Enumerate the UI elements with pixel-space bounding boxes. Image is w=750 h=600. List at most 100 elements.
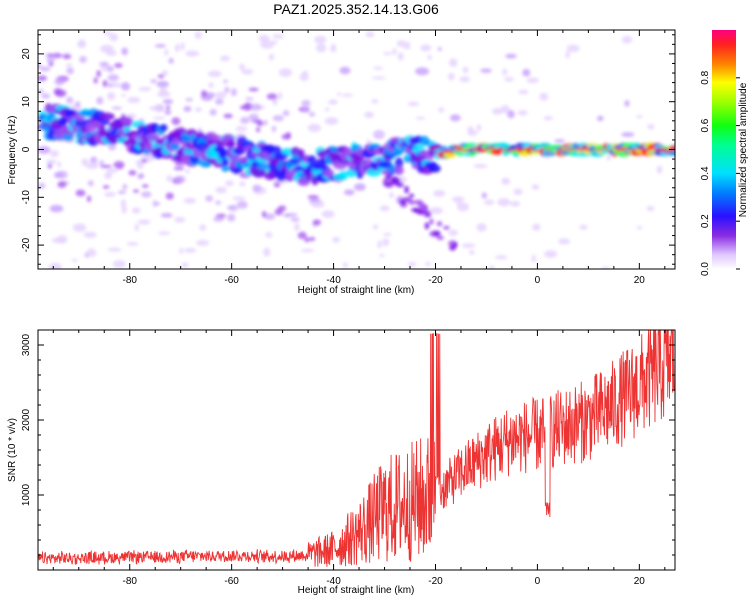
spectrogram-speckle <box>156 80 169 88</box>
spectrogram-y-tick-label: 20 <box>21 48 32 60</box>
spectrogram-speckle <box>504 77 514 82</box>
spectrogram-speckle <box>134 223 139 232</box>
spectrogram-speckle <box>264 213 276 220</box>
spectrogram-speckle <box>377 240 382 249</box>
spectrogram-speckle <box>539 92 549 101</box>
spectrogram-speckle <box>392 47 397 55</box>
spectrogram-speckle <box>248 113 259 121</box>
spectrogram-speckle <box>75 189 86 197</box>
spectrogram-speckle <box>47 53 53 58</box>
spectrogram-speckle <box>308 236 316 242</box>
snr-y-ticks: 1000 2000 3000 <box>21 329 675 571</box>
spectrogram-speckle <box>429 218 434 225</box>
spectrogram-speckle <box>223 79 228 84</box>
spectrogram-speckle <box>117 190 127 195</box>
spectrogram-speckle <box>313 219 322 226</box>
spectrogram-speckle <box>308 198 321 203</box>
colorbar-tick-label: 0.4 <box>700 166 711 180</box>
spectrogram-speckle <box>300 248 314 253</box>
spectrogram-speckle <box>38 146 51 154</box>
spectrogram-speckle <box>79 55 87 64</box>
spectrogram-speckle <box>484 199 495 205</box>
spectrogram-speckle <box>137 174 144 179</box>
spectrogram-speckle <box>161 70 168 76</box>
spectrogram-speckle <box>330 43 337 53</box>
snr-panel: -80 -60 -40 -20 0 20 1000 2000 3000 Height of s… <box>7 329 676 596</box>
spectrogram-speckle <box>579 224 588 230</box>
spectrogram-speckle <box>122 183 128 190</box>
spectrogram-y-ticks: -20 -10 0 10 20 <box>21 34 675 265</box>
spectrogram-speckle <box>71 258 78 263</box>
spectrogram-speckle <box>297 231 307 240</box>
spectrogram-speckle <box>99 61 109 67</box>
spectrogram-speckle <box>181 262 189 268</box>
spectrogram-x-ticks: -80 -60 -40 -20 0 20 <box>52 30 666 286</box>
spectrogram-speckle <box>429 207 443 215</box>
snr-y-tick-label: 3000 <box>21 333 32 356</box>
spectrogram-speckle <box>461 243 476 248</box>
spectrogram-speckle <box>103 31 112 36</box>
spectrogram-speckle <box>128 170 137 176</box>
spectrogram-speckle <box>96 70 102 78</box>
spectrogram-speckle <box>57 161 62 168</box>
spectrogram-y-tick-label: 0 <box>21 146 32 152</box>
spectrogram-speckle <box>194 31 202 39</box>
spectrogram-speckle <box>256 126 261 133</box>
spectrogram-y-tick-label: -20 <box>21 237 32 252</box>
spectrogram-speckle <box>174 160 186 166</box>
spectrogram-speckle <box>199 224 207 231</box>
spectrogram-speckle <box>87 180 94 187</box>
colorbar: 0.0 0.2 0.4 0.6 0.8 Normalized spectral ampl… <box>700 30 749 276</box>
spectrogram-speckle <box>324 107 330 112</box>
spectrogram-speckle <box>404 185 410 194</box>
spectrogram-ridge-cell <box>319 157 328 166</box>
spectrogram-speckle <box>236 200 248 209</box>
spectrogram-speckle <box>274 183 281 187</box>
spectrogram-speckle <box>532 223 541 231</box>
spectrogram-speckle <box>425 261 431 266</box>
spectrogram-speckle <box>140 159 148 163</box>
spectrogram-speckle <box>281 133 291 140</box>
colorbar-tick-label: 0.8 <box>700 70 711 84</box>
spectrogram-speckle <box>263 247 271 257</box>
spectrogram-speckle <box>152 202 161 206</box>
spectrogram-speckle <box>647 123 655 130</box>
spectrogram-speckle <box>314 35 327 44</box>
spectrogram-speckle <box>51 52 63 59</box>
spectrogram-speckle <box>179 247 184 255</box>
spectrogram-speckle <box>160 213 173 218</box>
spectrogram-speckle <box>183 197 197 204</box>
spectrogram-speckle <box>227 213 236 222</box>
spectrogram-speckle <box>636 225 643 230</box>
spectrogram-ridge-cell <box>221 164 230 172</box>
spectrogram-speckle <box>110 82 122 88</box>
spectrogram-speckle <box>407 261 417 267</box>
spectrogram-ridge-cell <box>394 157 404 168</box>
spectrogram-speckle <box>48 262 62 269</box>
spectrogram-speckle <box>379 253 385 258</box>
spectrogram-speckle <box>415 116 426 120</box>
spectrogram-speckle <box>462 66 469 74</box>
spectrogram-speckle <box>513 188 523 196</box>
spectrogram-speckle <box>544 250 558 258</box>
spectrogram-speckle <box>451 196 465 203</box>
spectrogram-speckle <box>137 219 151 225</box>
spectrogram-speckle <box>278 68 293 77</box>
spectrogram-speckle <box>396 40 407 47</box>
spectrogram-speckle <box>239 63 245 70</box>
spectrogram-speckle <box>531 184 540 190</box>
spectrogram-speckle <box>159 86 168 96</box>
spectrogram-speckle <box>282 110 290 117</box>
spectrogram-speckle <box>408 193 415 198</box>
spectrogram-speckle <box>72 223 87 232</box>
spectrogram-speckle <box>185 97 194 102</box>
spectrogram-speckle <box>241 68 254 75</box>
spectrogram-speckle <box>39 66 51 72</box>
spectrogram-speckle <box>81 158 89 166</box>
spectrogram-speckle <box>266 93 278 100</box>
spectrogram-speckle <box>223 113 233 119</box>
spectrogram-speckle <box>495 255 508 260</box>
spectrogram-speckle <box>459 76 470 83</box>
spectrogram-ridge-cell <box>394 165 404 176</box>
spectrogram-speckle <box>302 106 310 113</box>
